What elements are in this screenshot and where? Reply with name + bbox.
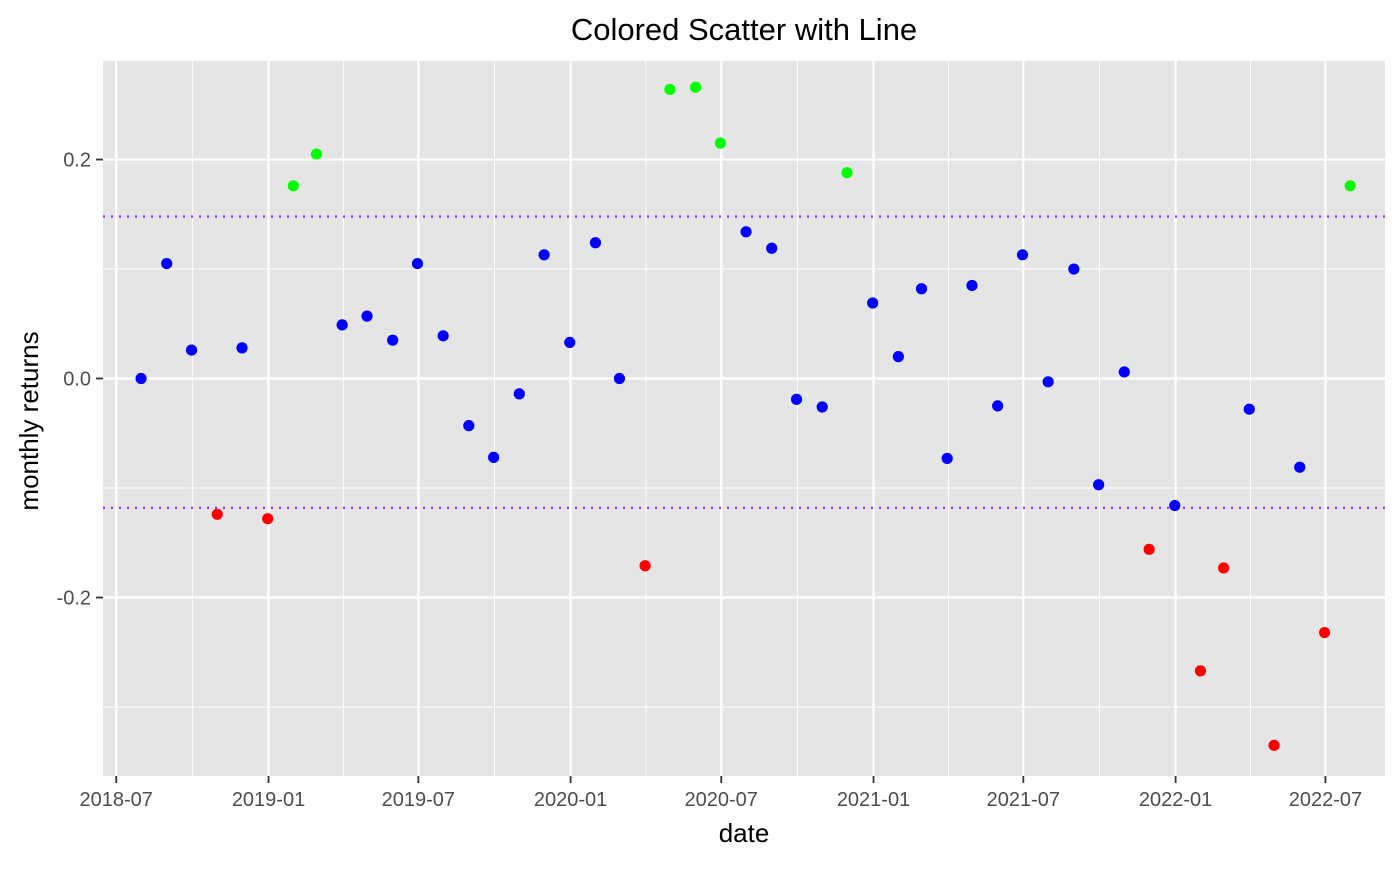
x-axis-title: date [719,818,770,848]
x-tick-label: 2020-01 [534,789,607,811]
x-axis: 2018-07 2019-01 2019-07 2020-01 2020-07 2021-… [80,776,1362,811]
data-point [1268,739,1280,751]
data-point [639,560,651,572]
data-point [1016,249,1029,261]
x-tick-label: 2019-01 [232,789,305,811]
data-point [892,351,904,363]
data-point [1318,626,1331,639]
x-tick-label: 2022-01 [1139,789,1212,811]
data-point [841,167,853,179]
x-tick-label: 2021-07 [987,789,1060,811]
data-point [538,249,550,261]
x-tick-label: 2018-07 [80,789,153,811]
data-point [1344,180,1356,192]
y-axis: -0.2 0.0 0.2 [57,150,103,610]
data-point [740,226,752,238]
data-point [1294,461,1306,473]
data-point [387,334,399,346]
data-point [1169,499,1181,512]
data-point [463,420,475,432]
chart-title: Colored Scatter with Line [571,12,917,47]
minor-gridlines [103,61,1385,776]
x-tick-label: 2020-07 [685,789,758,811]
data-point [664,83,676,96]
data-point [790,393,803,405]
data-point [689,81,702,93]
data-point [1042,376,1054,388]
data-point [992,400,1004,412]
data-point [1068,263,1080,275]
data-point [185,344,198,356]
data-point [1143,543,1155,555]
x-tick-label: 2022-07 [1289,789,1362,811]
y-tick-label: 0.2 [63,150,91,172]
y-axis-title: monthly returns [14,331,44,510]
data-point [1243,403,1255,415]
data-point [161,257,173,270]
data-point [1194,665,1207,677]
data-point [1118,366,1130,378]
data-point [236,342,248,354]
data-point [867,297,879,309]
data-point [564,336,576,349]
data-point [941,452,953,465]
data-point [613,372,626,385]
data-points [135,81,1356,751]
data-point [966,279,978,292]
data-point [513,388,525,400]
y-tick-label: -0.2 [57,588,91,610]
x-tick-label: 2019-07 [382,789,455,811]
data-point [287,180,299,192]
plot-panel [103,61,1385,776]
data-point [135,372,147,385]
data-point [336,319,348,331]
data-point [915,283,928,295]
data-point [361,310,373,322]
data-point [411,257,424,270]
y-tick-label: 0.0 [63,369,91,391]
data-point [1218,562,1230,574]
data-point [262,513,274,525]
data-point [211,508,223,520]
data-point [488,451,500,463]
x-tick-label: 2021-01 [837,789,910,811]
data-point [714,137,727,149]
reference-lines [103,215,1385,509]
major-gridlines [103,61,1385,776]
data-point [816,401,828,413]
data-point [766,242,778,254]
data-point [437,330,449,342]
data-point [589,237,602,249]
data-point [1093,479,1105,491]
data-point [310,148,323,160]
